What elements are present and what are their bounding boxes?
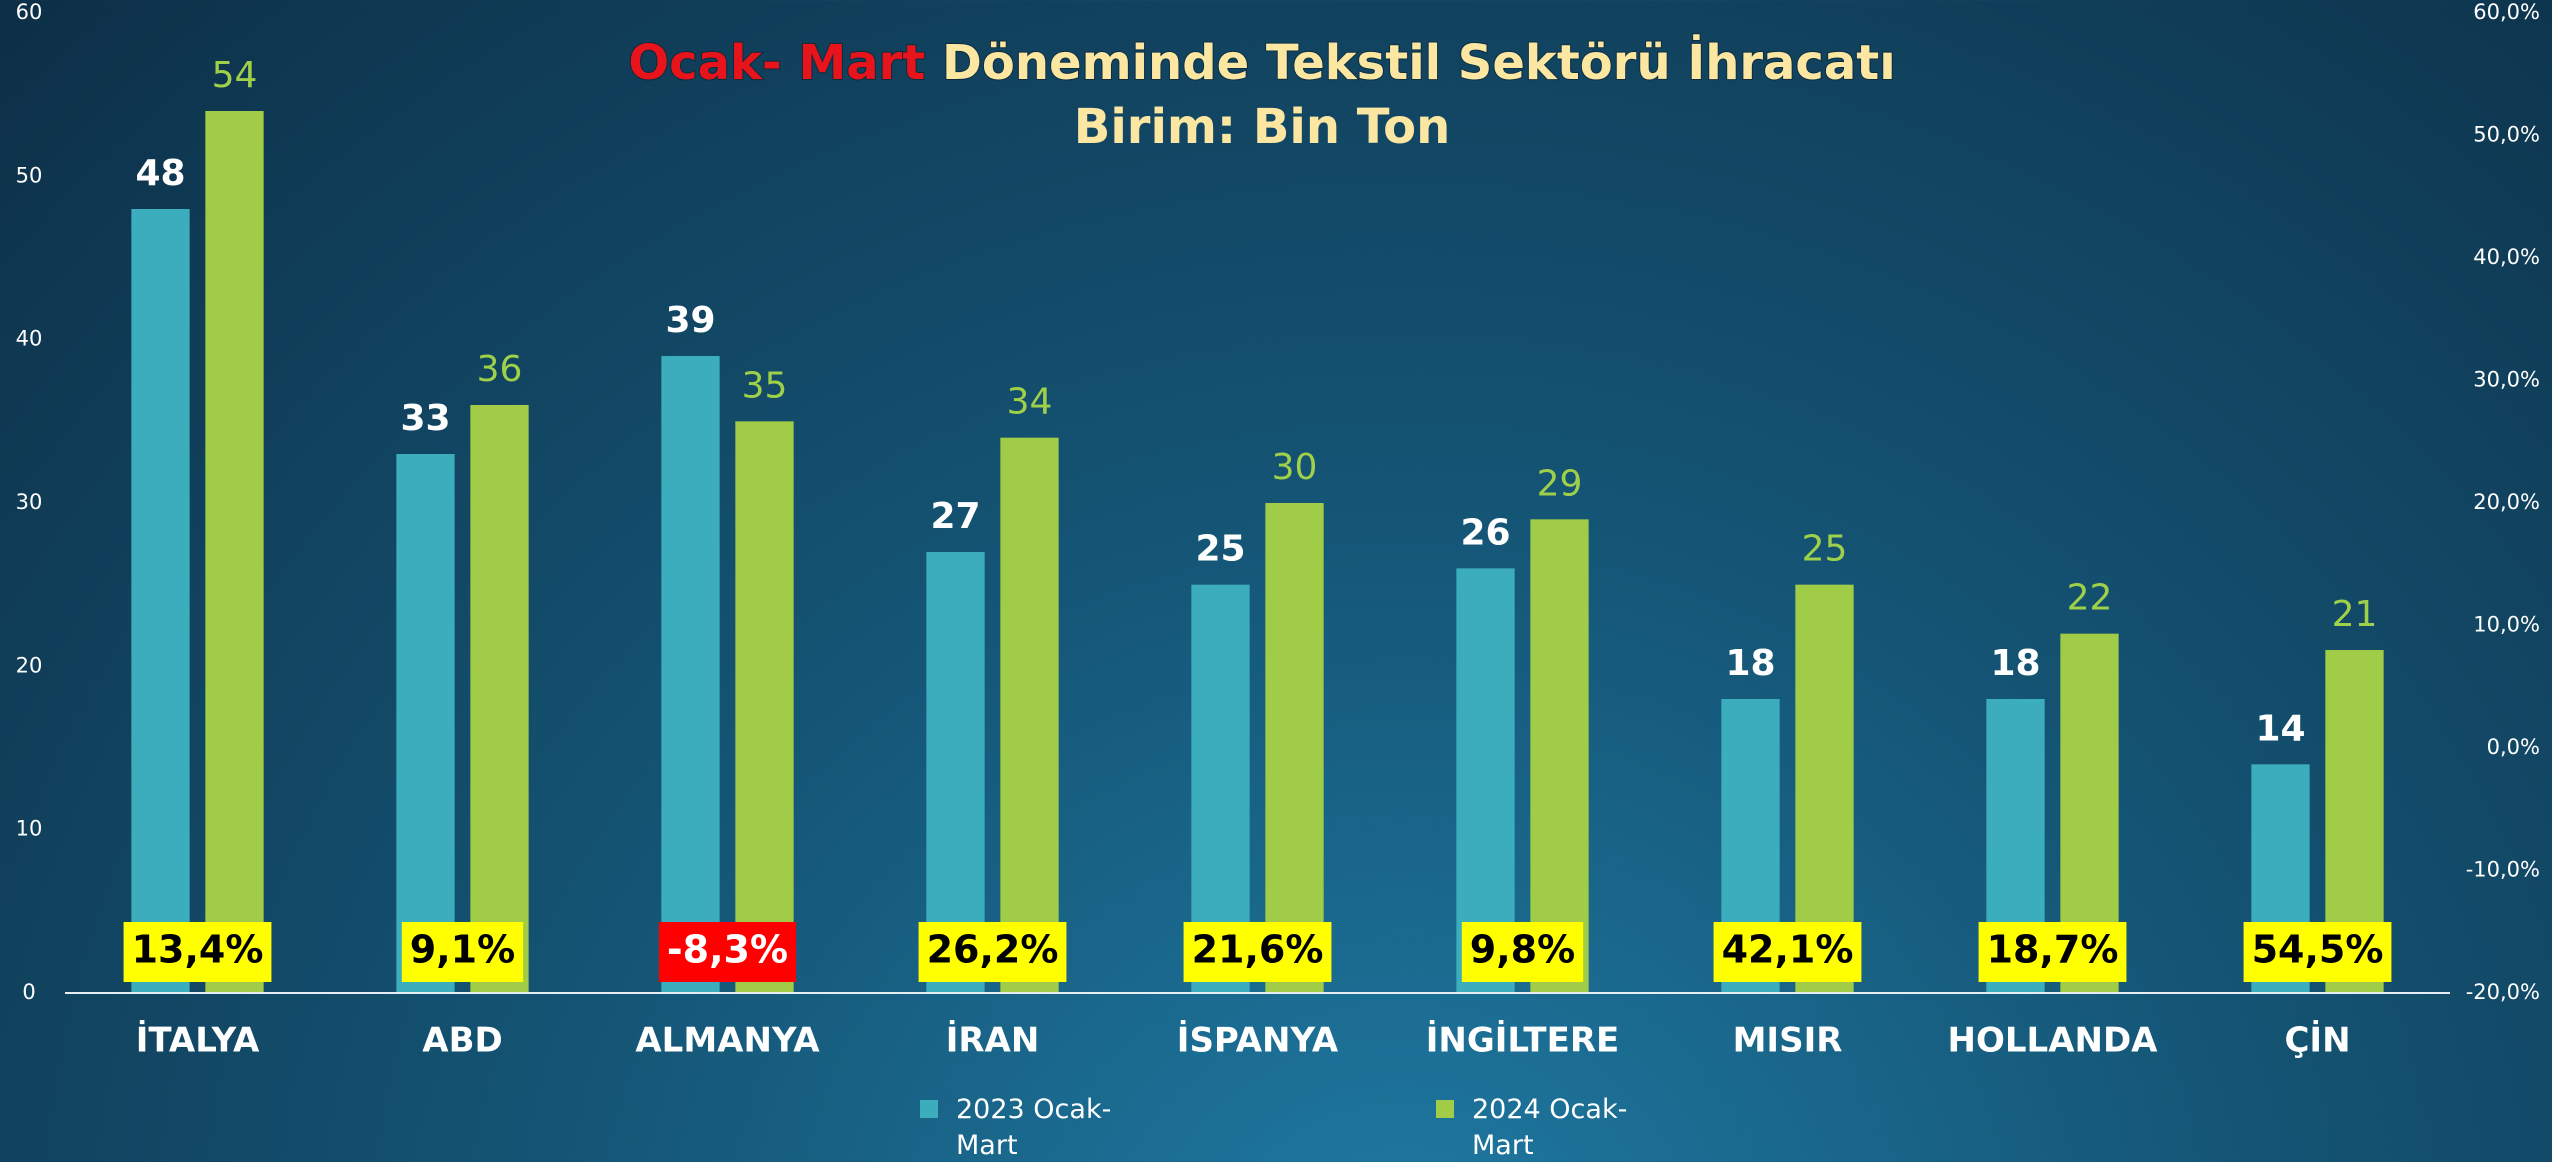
- data-label: 14: [2255, 708, 2305, 749]
- x-tick-label: ÇİN: [2284, 1020, 2350, 1061]
- x-tick-label: İTALYA: [136, 1020, 260, 1061]
- x-tick-label: MISIR: [1733, 1021, 1843, 1061]
- y2-tick-label: 20,0%: [2473, 490, 2540, 514]
- data-label: 26: [1460, 512, 1510, 553]
- change-label: 21,6%: [1192, 928, 1324, 972]
- x-tick-label: İRAN: [946, 1020, 1040, 1061]
- change-box: [1183, 922, 1332, 982]
- change-box: [918, 922, 1067, 982]
- y-tick-label: 0: [22, 980, 35, 1004]
- y-tick-label: 30: [16, 490, 43, 514]
- data-label: 22: [2067, 578, 2113, 619]
- change-box: [1978, 922, 2127, 982]
- data-label: 35: [742, 365, 788, 406]
- change-label: -8,3%: [667, 928, 788, 972]
- data-label: 34: [1007, 382, 1053, 423]
- data-label: 25: [1802, 529, 1848, 570]
- data-label: 48: [135, 153, 185, 194]
- data-label: 36: [477, 349, 523, 390]
- y2-tick-label: 10,0%: [2473, 613, 2540, 637]
- data-label: 18: [1990, 643, 2040, 684]
- data-label: 21: [2332, 594, 2378, 635]
- x-tick-label: ABD: [422, 1021, 502, 1061]
- data-label: 29: [1537, 463, 1583, 504]
- y2-tick-label: 50,0%: [2473, 123, 2540, 147]
- data-label: 30: [1272, 447, 1318, 488]
- y2-tick-label: -10,0%: [2466, 858, 2540, 882]
- bar: [1000, 437, 1059, 994]
- bar: [131, 209, 190, 993]
- bar: [470, 405, 529, 993]
- change-label: 9,1%: [410, 928, 515, 972]
- y-tick-label: 50: [16, 163, 43, 187]
- y2-tick-label: 60,0%: [2473, 0, 2540, 24]
- change-label: 9,8%: [1470, 928, 1575, 972]
- legend-label: 2024 Ocak-Mart: [1472, 1094, 1628, 1161]
- data-label: 25: [1195, 529, 1245, 570]
- legend-swatch: [920, 1100, 938, 1118]
- change-label: 18,7%: [1987, 928, 2119, 972]
- change-label: 42,1%: [1722, 928, 1854, 972]
- y2-tick-label: 40,0%: [2473, 245, 2540, 269]
- y2-tick-label: -20,0%: [2466, 980, 2540, 1004]
- y-tick-label: 20: [16, 653, 43, 677]
- x-tick-label: ALMANYA: [635, 1021, 820, 1061]
- y-tick-label: 60: [16, 0, 43, 24]
- data-label: 54: [212, 55, 258, 96]
- data-label: 39: [665, 300, 715, 341]
- x-tick-label: İSPANYA: [1177, 1020, 1339, 1061]
- data-label: 18: [1725, 643, 1775, 684]
- change-box: [2243, 922, 2392, 982]
- y-tick-label: 40: [16, 327, 43, 351]
- y-tick-label: 10: [16, 817, 43, 841]
- bar: [661, 356, 720, 993]
- change-box: [401, 922, 524, 982]
- chart-subtitle: Birim: Bin Ton: [1074, 99, 1451, 155]
- legend-swatch: [1436, 1100, 1454, 1118]
- change-box: [1461, 922, 1584, 982]
- data-label: 33: [400, 398, 450, 439]
- bar: [926, 552, 985, 993]
- change-box: [658, 922, 797, 982]
- bar: [735, 421, 794, 993]
- change-label: 13,4%: [132, 928, 264, 972]
- bar: [1265, 503, 1324, 993]
- bar: [205, 111, 264, 993]
- x-tick-label: İNGİLTERE: [1426, 1020, 1620, 1061]
- legend: 2023 Ocak-Mart 2024 Ocak-Mart: [0, 1092, 2552, 1162]
- change-box: [123, 922, 272, 982]
- bar: [396, 454, 455, 993]
- title-highlight: Ocak- Mart: [628, 35, 925, 91]
- y2-tick-label: 30,0%: [2473, 368, 2540, 392]
- chart-title: Ocak- Mart Döneminde Tekstil Sektörü İhr…: [628, 34, 1895, 91]
- bar: [1530, 519, 1589, 993]
- legend-item: 2024 Ocak-Mart: [1436, 1092, 1632, 1162]
- change-box: [1713, 922, 1862, 982]
- legend-label: 2023 Ocak-Mart: [956, 1094, 1112, 1161]
- change-label: 26,2%: [927, 928, 1059, 972]
- x-tick-label: HOLLANDA: [1948, 1021, 2159, 1061]
- title-rest: Döneminde Tekstil Sektörü İhracatı: [942, 34, 1896, 91]
- y2-tick-label: 0,0%: [2487, 735, 2540, 759]
- data-label: 27: [930, 496, 980, 537]
- legend-item: 2023 Ocak-Mart: [920, 1092, 1116, 1162]
- change-label: 54,5%: [2252, 928, 2384, 972]
